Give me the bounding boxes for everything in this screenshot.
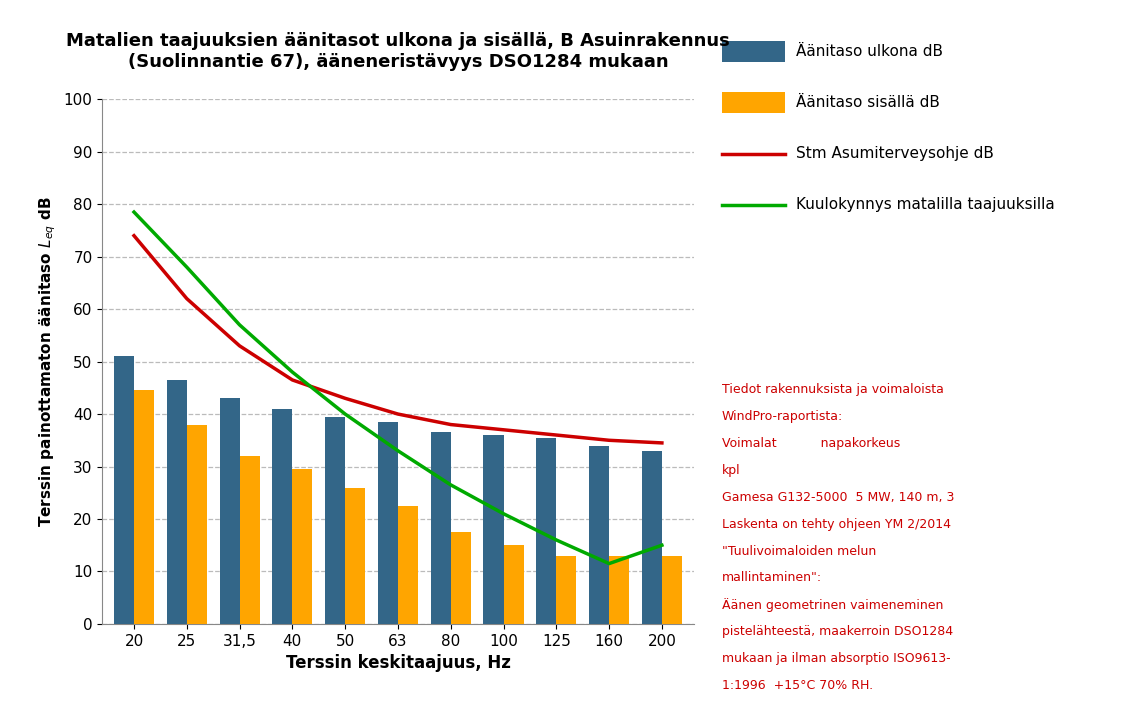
- Bar: [556, 556, 576, 624]
- Stm Asumiterveysohje dB: [233, 342, 247, 350]
- Stm Asumiterveysohje dB: [497, 425, 511, 434]
- Bar: [450, 532, 471, 624]
- Text: WindPro-raportista:: WindPro-raportista:: [722, 410, 844, 423]
- Stm Asumiterveysohje dB: [549, 431, 563, 440]
- Bar: [325, 417, 346, 624]
- Kuulokynnys matalilla taajuuksilla: [655, 541, 669, 549]
- Stm Asumiterveysohje dB: [127, 231, 141, 240]
- Bar: [431, 432, 450, 624]
- Text: Tiedot rakennuksista ja voimaloista: Tiedot rakennuksista ja voimaloista: [722, 383, 944, 396]
- Text: mallintaminen":: mallintaminen":: [722, 571, 822, 584]
- Text: pistelähteestä, maakerroin DSO1284: pistelähteestä, maakerroin DSO1284: [722, 625, 953, 638]
- Text: mukaan ja ilman absorptio ISO9613-: mukaan ja ilman absorptio ISO9613-: [722, 652, 951, 665]
- Stm Asumiterveysohje dB: [339, 394, 352, 403]
- Bar: [273, 409, 292, 624]
- Stm Asumiterveysohje dB: [603, 436, 616, 445]
- Kuulokynnys matalilla taajuuksilla: [339, 410, 352, 418]
- Bar: [377, 422, 398, 624]
- Kuulokynnys matalilla taajuuksilla: [285, 368, 299, 376]
- Kuulokynnys matalilla taajuuksilla: [549, 536, 563, 545]
- Bar: [398, 506, 418, 624]
- Text: Voimalat           napakorkeus: Voimalat napakorkeus: [722, 437, 901, 450]
- Bar: [346, 488, 365, 624]
- Text: Kuulokynnys matalilla taajuuksilla: Kuulokynnys matalilla taajuuksilla: [796, 197, 1055, 213]
- Text: Äänitaso ulkona dB: Äänitaso ulkona dB: [796, 44, 943, 60]
- Bar: [641, 451, 662, 624]
- Text: Laskenta on tehty ohjeen YM 2/2014: Laskenta on tehty ohjeen YM 2/2014: [722, 518, 951, 530]
- Bar: [114, 357, 134, 624]
- Line: Stm Asumiterveysohje dB: Stm Asumiterveysohje dB: [134, 235, 662, 443]
- Bar: [609, 556, 629, 624]
- Stm Asumiterveysohje dB: [443, 420, 457, 429]
- Kuulokynnys matalilla taajuuksilla: [443, 481, 457, 489]
- Bar: [483, 435, 504, 624]
- Text: Matalien taajuuksien äänitasot ulkona ja sisällä, B Asuinrakennus
(Suolinnantie : Matalien taajuuksien äänitasot ulkona ja…: [66, 32, 730, 71]
- Bar: [240, 456, 259, 624]
- Text: "Tuulivoimaloiden melun: "Tuulivoimaloiden melun: [722, 545, 877, 557]
- Kuulokynnys matalilla taajuuksilla: [391, 447, 405, 455]
- Bar: [167, 380, 186, 624]
- Bar: [589, 445, 609, 624]
- Bar: [186, 425, 207, 624]
- Bar: [134, 391, 155, 624]
- Kuulokynnys matalilla taajuuksilla: [603, 559, 616, 568]
- Stm Asumiterveysohje dB: [655, 439, 669, 447]
- X-axis label: Terssin keskitaajuus, Hz: Terssin keskitaajuus, Hz: [285, 654, 511, 672]
- Y-axis label: Terssin painottamaton äänitaso $L_{eq}$ dB: Terssin painottamaton äänitaso $L_{eq}$ …: [38, 196, 58, 527]
- Text: Stm Asumiterveysohje dB: Stm Asumiterveysohje dB: [796, 146, 994, 162]
- Bar: [662, 556, 682, 624]
- Stm Asumiterveysohje dB: [180, 294, 193, 303]
- Text: Äänen geometrinen vaimeneminen: Äänen geometrinen vaimeneminen: [722, 598, 944, 613]
- Bar: [292, 469, 313, 624]
- Text: kpl: kpl: [722, 464, 740, 476]
- Kuulokynnys matalilla taajuuksilla: [497, 510, 511, 518]
- Bar: [504, 545, 523, 624]
- Line: Kuulokynnys matalilla taajuuksilla: Kuulokynnys matalilla taajuuksilla: [134, 212, 662, 564]
- Kuulokynnys matalilla taajuuksilla: [180, 263, 193, 272]
- Text: Gamesa G132-5000  5 MW, 140 m, 3: Gamesa G132-5000 5 MW, 140 m, 3: [722, 491, 954, 503]
- Text: Äänitaso sisällä dB: Äänitaso sisällä dB: [796, 95, 940, 111]
- Text: 1:1996  +15°C 70% RH.: 1:1996 +15°C 70% RH.: [722, 679, 873, 692]
- Stm Asumiterveysohje dB: [391, 410, 405, 418]
- Stm Asumiterveysohje dB: [285, 376, 299, 384]
- Bar: [219, 398, 240, 624]
- Kuulokynnys matalilla taajuuksilla: [233, 320, 247, 329]
- Kuulokynnys matalilla taajuuksilla: [127, 208, 141, 216]
- Bar: [537, 437, 556, 624]
